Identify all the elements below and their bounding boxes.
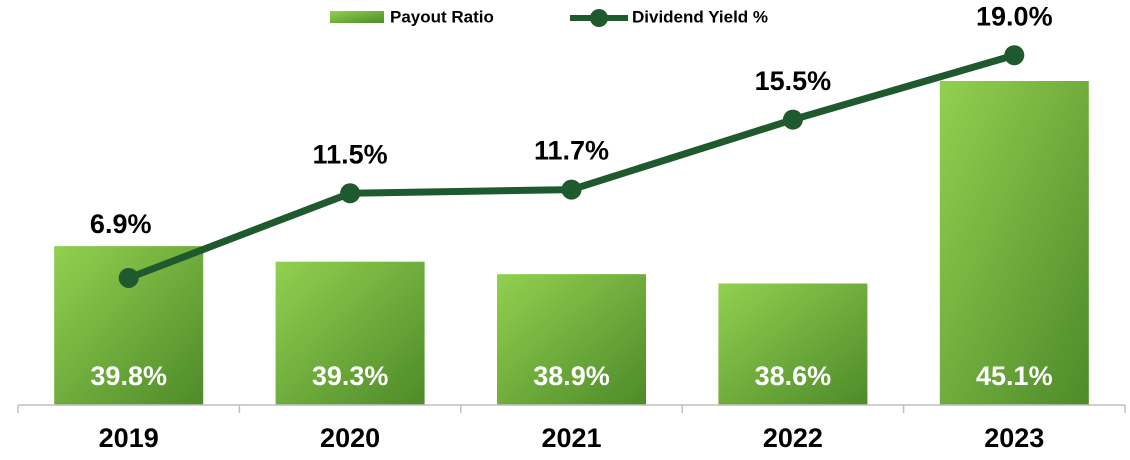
line-label: 11.5% <box>313 139 388 169</box>
line-marker <box>340 183 361 204</box>
bar <box>497 274 646 405</box>
legend-swatch <box>330 11 384 23</box>
bar-label: 39.3% <box>312 361 389 391</box>
bar-label: 39.8% <box>90 361 167 391</box>
bar <box>275 261 425 405</box>
bar-label: 38.9% <box>533 361 610 391</box>
bar <box>718 283 868 405</box>
line-marker <box>118 267 139 288</box>
x-tick-label: 2019 <box>99 423 159 453</box>
legend-label: Dividend Yield % <box>632 7 768 26</box>
line <box>127 51 1016 282</box>
line-label: 11.7% <box>534 136 609 166</box>
line-label: 6.9% <box>90 209 152 239</box>
x-tick-label: 2021 <box>541 423 601 453</box>
legend-marker <box>590 9 608 27</box>
line-label: 15.5% <box>755 66 832 96</box>
line-marker <box>1004 45 1025 66</box>
bar-label: 45.1% <box>976 361 1053 391</box>
bar <box>939 81 1089 405</box>
line-marker <box>561 179 582 200</box>
line-marker <box>782 109 803 130</box>
line-label: 19.0% <box>976 1 1053 31</box>
x-tick-label: 2022 <box>763 423 823 453</box>
bar-label: 38.6% <box>755 361 832 391</box>
legend-label: Payout Ratio <box>390 7 494 26</box>
x-tick-label: 2023 <box>984 423 1044 453</box>
x-tick-label: 2020 <box>320 423 380 453</box>
